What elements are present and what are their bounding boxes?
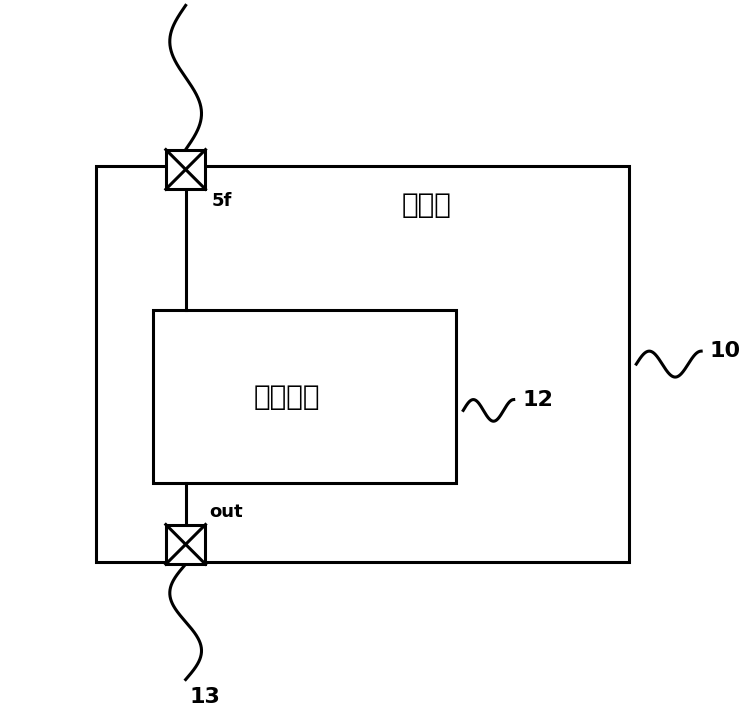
Text: 控制逻辑: 控制逻辑 — [253, 383, 320, 410]
Text: 13: 13 — [189, 686, 220, 707]
Text: 5f: 5f — [211, 192, 231, 210]
Text: 12: 12 — [522, 389, 554, 410]
Bar — [166, 525, 205, 564]
Text: out: out — [209, 503, 242, 521]
Text: 控制器: 控制器 — [401, 191, 452, 219]
Bar — [153, 310, 456, 483]
Bar — [166, 149, 205, 189]
Text: 10: 10 — [710, 341, 739, 361]
Text: 11: 11 — [143, 0, 174, 1]
Bar — [95, 166, 629, 562]
